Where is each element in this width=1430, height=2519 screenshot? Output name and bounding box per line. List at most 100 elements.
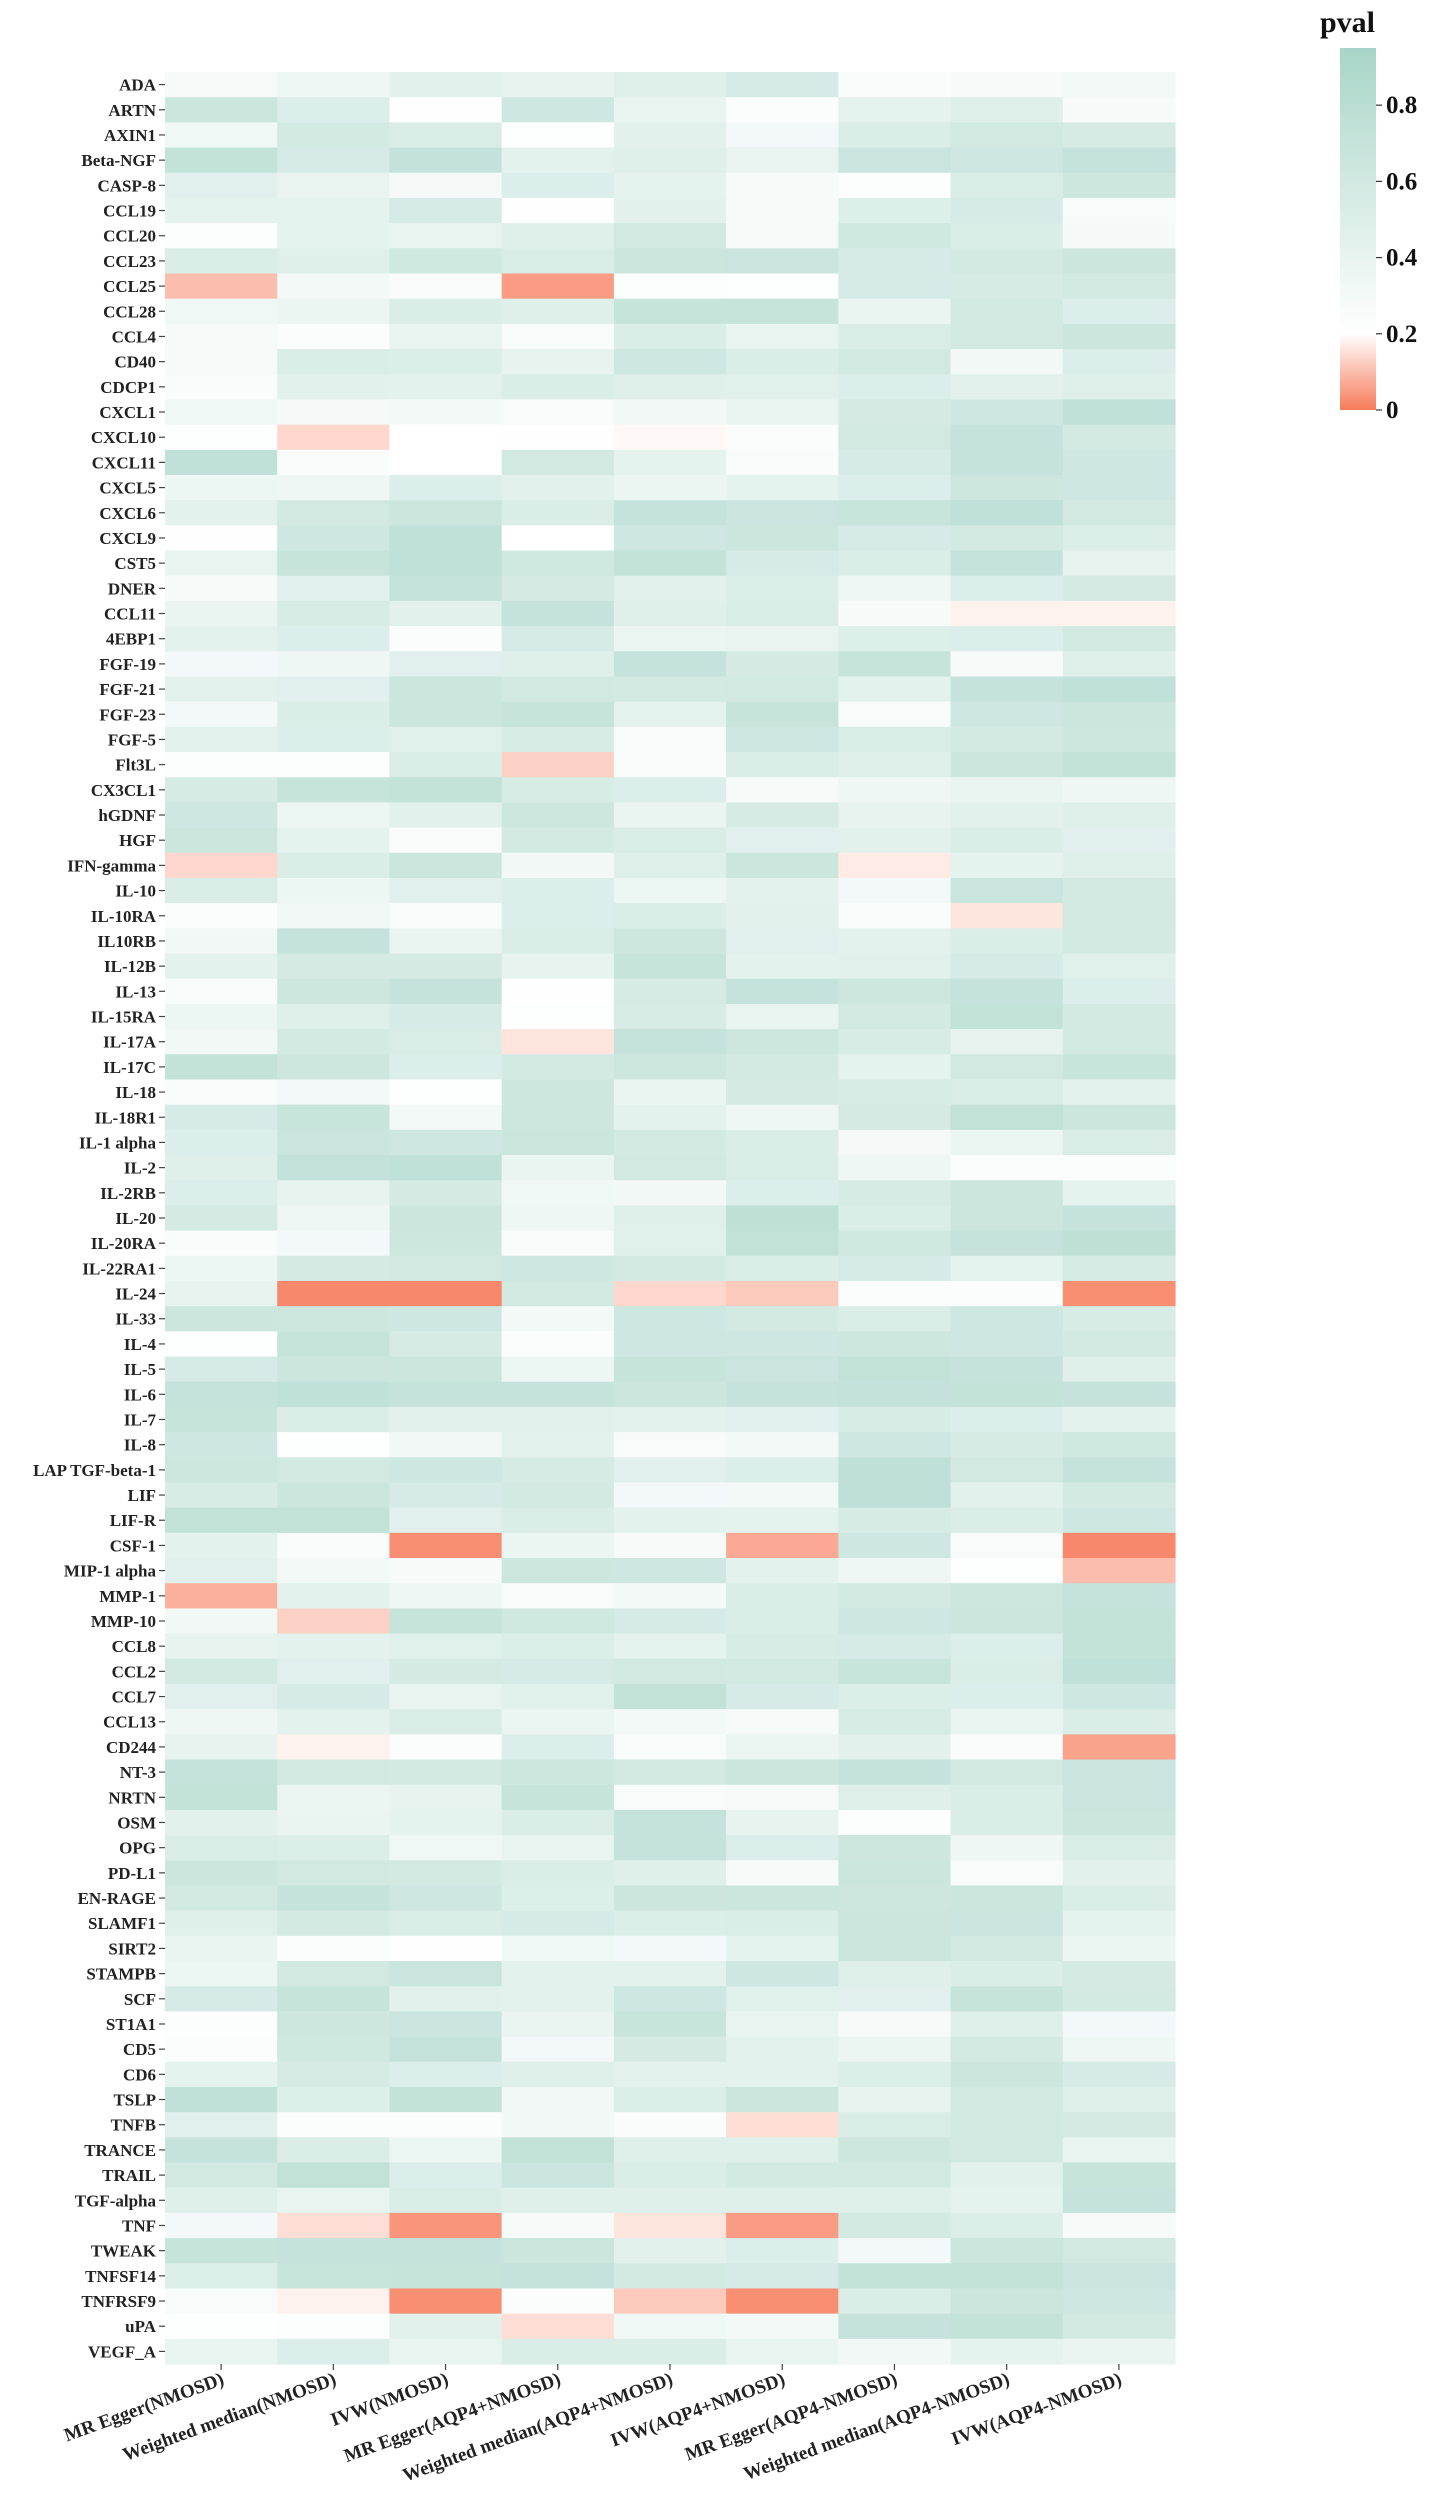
heatmap-cell: [1062, 928, 1176, 955]
heatmap-cell: [950, 2011, 1064, 2038]
heatmap-cell: [165, 752, 278, 778]
row-label: CCL2: [112, 1662, 156, 1681]
heatmap-cell: [838, 1180, 952, 1207]
heatmap-cell: [726, 223, 839, 249]
heatmap-cell: [277, 1583, 391, 1609]
heatmap-cell: [950, 1532, 1064, 1559]
heatmap-cell: [1062, 2187, 1176, 2214]
heatmap-cell: [165, 1633, 278, 1660]
heatmap-cell: [950, 676, 1064, 703]
heatmap-cell: [838, 1608, 952, 1635]
row-label: TWEAK: [91, 2242, 157, 2261]
heatmap-cell: [501, 1029, 615, 1055]
heatmap-cell: [501, 928, 615, 955]
heatmap-cell: [950, 1658, 1064, 1685]
heatmap-cell: [277, 172, 391, 199]
heatmap-cell: [838, 323, 952, 350]
heatmap-cell: [389, 1885, 503, 1912]
heatmap-cell: [389, 2162, 503, 2189]
heatmap-cell: [277, 2162, 391, 2189]
heatmap-cell: [838, 1885, 952, 1912]
heatmap-cell: [389, 2036, 503, 2063]
heatmap-cell: [726, 1029, 839, 1055]
heatmap-cell: [165, 953, 278, 980]
heatmap-cell: [501, 1885, 615, 1912]
heatmap-cell: [389, 953, 503, 980]
heatmap-cell: [277, 374, 391, 401]
heatmap-cell: [1062, 1180, 1176, 1207]
heatmap-cell: [613, 172, 727, 199]
heatmap-cell: [501, 1759, 615, 1786]
heatmap-cell: [165, 72, 278, 98]
row-label: CASP-8: [97, 176, 156, 195]
row-label: CCL19: [103, 202, 156, 221]
heatmap-cell: [613, 197, 727, 224]
row-label: SCF: [124, 1990, 156, 2009]
heatmap-cell: [389, 1356, 503, 1383]
heatmap-cell: [613, 449, 727, 476]
heatmap-cell: [613, 1255, 727, 1282]
heatmap-cell: [726, 1406, 839, 1433]
heatmap-cell: [165, 1180, 278, 1207]
heatmap-cell: [613, 550, 727, 577]
heatmap-cell: [501, 1532, 615, 1559]
heatmap-cell: [389, 1986, 503, 2012]
heatmap-cell: [726, 525, 839, 552]
heatmap-cell: [1062, 323, 1176, 350]
heatmap-cell: [950, 651, 1064, 678]
heatmap-cell: [613, 1406, 727, 1433]
heatmap-cell: [389, 2313, 503, 2340]
heatmap-cell: [950, 97, 1064, 123]
row-label: IL-2RB: [100, 1184, 156, 1203]
heatmap-cell: [389, 2011, 503, 2038]
row-label: TGF-alpha: [75, 2191, 157, 2210]
heatmap-cell: [613, 1129, 727, 1156]
heatmap-cell: [1062, 424, 1176, 451]
heatmap-cell: [165, 2061, 278, 2088]
heatmap-cell: [165, 122, 278, 149]
heatmap-cell: [1062, 97, 1176, 123]
heatmap-cell: [838, 2112, 952, 2138]
heatmap-cell: [501, 2238, 615, 2264]
heatmap-cell: [838, 2338, 952, 2365]
row-label: CXCL10: [91, 428, 156, 447]
heatmap-cell: [838, 1961, 952, 1987]
heatmap-cell: [613, 1759, 727, 1786]
heatmap-cell: [277, 1759, 391, 1786]
heatmap-cell: [838, 877, 952, 904]
heatmap-cell: [165, 1029, 278, 1055]
heatmap-cell: [726, 1432, 839, 1458]
heatmap-cell: [389, 2212, 503, 2239]
row-label: FGF-23: [99, 705, 156, 724]
heatmap-cell: [389, 399, 503, 426]
heatmap-cell: [389, 827, 503, 854]
heatmap-cell: [613, 928, 727, 955]
heatmap-cell: [950, 1155, 1064, 1181]
row-label: SIRT2: [108, 1939, 156, 1958]
heatmap-cell: [501, 172, 615, 199]
heatmap-cell: [501, 449, 615, 476]
heatmap-cell: [389, 1683, 503, 1710]
heatmap-cell: [277, 1482, 391, 1509]
heatmap-cell: [838, 424, 952, 451]
heatmap-cell: [389, 474, 503, 501]
heatmap-cell: [501, 2137, 615, 2164]
heatmap-cell: [1062, 122, 1176, 149]
heatmap-cell: [838, 928, 952, 955]
heatmap-cell: [277, 2263, 391, 2290]
heatmap-cell: [838, 2061, 952, 2088]
heatmap-cell: [277, 827, 391, 854]
heatmap-cell: [1062, 550, 1176, 577]
heatmap-cell: [165, 2288, 278, 2315]
heatmap-cell: [389, 1155, 503, 1181]
heatmap-cell: [389, 575, 503, 602]
heatmap-cell: [838, 1331, 952, 1358]
heatmap-cell: [950, 1986, 1064, 2012]
heatmap-cell: [165, 802, 278, 829]
heatmap-cell: [726, 374, 839, 401]
heatmap-cell: [726, 1734, 839, 1761]
heatmap-cell: [613, 1583, 727, 1609]
heatmap-cell: [1062, 2086, 1176, 2113]
row-label: CSF-1: [110, 1536, 156, 1555]
heatmap-cell: [950, 1104, 1064, 1131]
